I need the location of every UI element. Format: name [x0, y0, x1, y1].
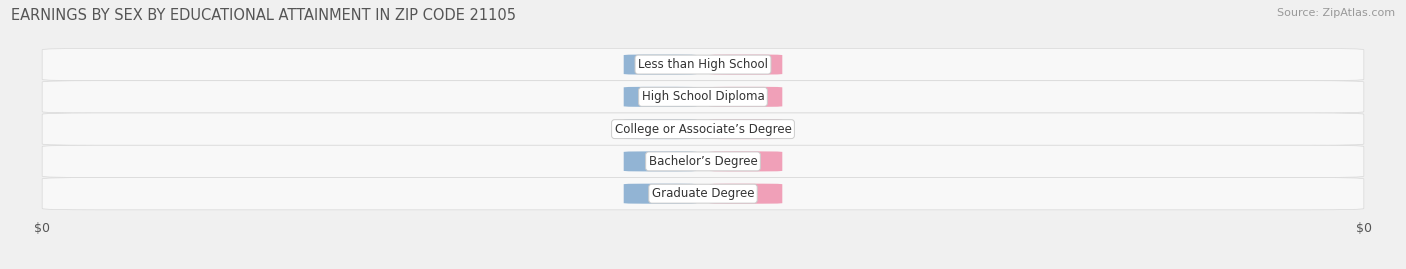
Text: $0: $0: [738, 156, 754, 167]
FancyBboxPatch shape: [710, 151, 782, 171]
Text: Less than High School: Less than High School: [638, 58, 768, 71]
FancyBboxPatch shape: [42, 145, 1364, 178]
Text: $0: $0: [738, 189, 754, 199]
Text: College or Associate’s Degree: College or Associate’s Degree: [614, 123, 792, 136]
Text: $0: $0: [652, 92, 668, 102]
FancyBboxPatch shape: [624, 87, 696, 107]
FancyBboxPatch shape: [42, 113, 1364, 145]
FancyBboxPatch shape: [624, 184, 696, 204]
Text: Source: ZipAtlas.com: Source: ZipAtlas.com: [1277, 8, 1395, 18]
FancyBboxPatch shape: [710, 184, 782, 204]
Text: $0: $0: [652, 124, 668, 134]
FancyBboxPatch shape: [624, 55, 696, 75]
FancyBboxPatch shape: [42, 48, 1364, 81]
Text: High School Diploma: High School Diploma: [641, 90, 765, 103]
FancyBboxPatch shape: [710, 119, 782, 139]
Text: Graduate Degree: Graduate Degree: [652, 187, 754, 200]
FancyBboxPatch shape: [624, 119, 696, 139]
Legend: Male, Female: Male, Female: [633, 264, 773, 269]
Text: Bachelor’s Degree: Bachelor’s Degree: [648, 155, 758, 168]
FancyBboxPatch shape: [624, 151, 696, 171]
FancyBboxPatch shape: [710, 55, 782, 75]
Text: $0: $0: [652, 189, 668, 199]
Text: EARNINGS BY SEX BY EDUCATIONAL ATTAINMENT IN ZIP CODE 21105: EARNINGS BY SEX BY EDUCATIONAL ATTAINMEN…: [11, 8, 516, 23]
Text: $0: $0: [738, 124, 754, 134]
Text: $0: $0: [652, 59, 668, 70]
Text: $0: $0: [738, 92, 754, 102]
FancyBboxPatch shape: [710, 87, 782, 107]
Text: $0: $0: [738, 59, 754, 70]
FancyBboxPatch shape: [42, 81, 1364, 113]
FancyBboxPatch shape: [42, 178, 1364, 210]
Text: $0: $0: [652, 156, 668, 167]
